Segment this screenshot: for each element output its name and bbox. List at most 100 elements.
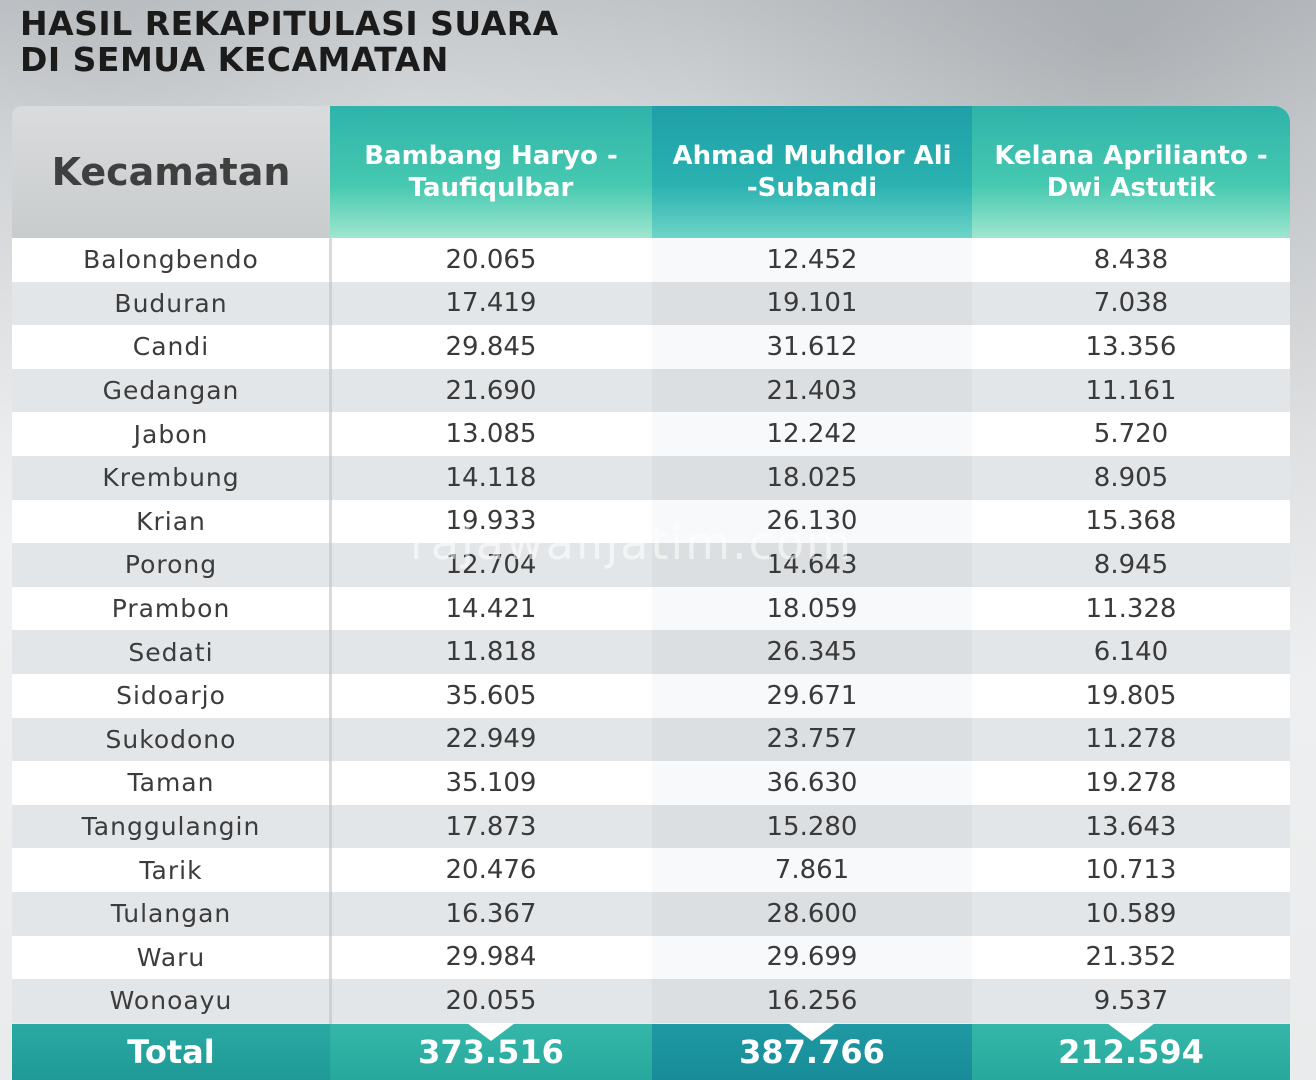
table-row: Candi 29.845 31.612 13.356: [12, 325, 1290, 369]
vote-candidate-2: 29.671: [652, 673, 972, 718]
vote-candidate-3: 8.438: [972, 238, 1290, 282]
kecamatan-name: Waru: [12, 935, 330, 980]
page-title: HASIL REKAPITULASI SUARA DI SEMUA KECAMA…: [20, 6, 559, 78]
total-label: Total: [12, 1024, 330, 1080]
vote-candidate-3: 10.713: [972, 848, 1290, 892]
table-row: Buduran 17.419 19.101 7.038: [12, 281, 1290, 326]
header-kecamatan: Kecamatan: [12, 106, 330, 238]
vote-candidate-2: 16.256: [652, 979, 972, 1023]
vote-candidate-2: 12.242: [652, 412, 972, 456]
vote-candidate-3: 11.278: [972, 717, 1290, 762]
vote-candidate-2: 29.699: [652, 935, 972, 980]
vote-candidate-1: 17.873: [330, 804, 652, 849]
table-row: Sidoarjo 35.605 29.671 19.805: [12, 673, 1290, 718]
kecamatan-name: Sukodono: [12, 717, 330, 762]
vote-candidate-1: 13.085: [330, 412, 652, 456]
notch-shape: [1107, 1023, 1155, 1041]
total-candidate-3: 212.594: [972, 1023, 1290, 1080]
header-candidate-3: Kelana Aprilianto -Dwi Astutik: [972, 106, 1290, 238]
header-candidate-2: Ahmad Muhdlor Ali -Subandi: [652, 106, 972, 238]
table-row: Balongbendo 20.065 12.452 8.438: [12, 238, 1290, 282]
vote-candidate-3: 13.356: [972, 325, 1290, 369]
vote-candidate-1: 29.984: [330, 935, 652, 980]
vote-candidate-3: 21.352: [972, 935, 1290, 980]
vote-candidate-1: 20.065: [330, 238, 652, 282]
table-row: Tulangan 16.367 28.600 10.589: [12, 891, 1290, 936]
vote-candidate-3: 19.805: [972, 673, 1290, 718]
vote-candidate-3: 10.589: [972, 891, 1290, 936]
header-candidate-1: Bambang Haryo -Taufiqulbar: [330, 106, 652, 238]
vote-candidate-1: 14.118: [330, 455, 652, 500]
vote-candidate-2: 26.130: [652, 499, 972, 544]
table-header: Kecamatan Bambang Haryo -Taufiqulbar Ahm…: [12, 106, 1290, 238]
vote-candidate-3: 8.905: [972, 455, 1290, 500]
vote-candidate-1: 12.704: [330, 543, 652, 587]
vote-candidate-1: 21.690: [330, 368, 652, 413]
table-row: Tanggulangin 17.873 15.280 13.643: [12, 804, 1290, 849]
kecamatan-name: Gedangan: [12, 368, 330, 413]
table-row: Jabon 13.085 12.242 5.720: [12, 412, 1290, 456]
vote-candidate-3: 7.038: [972, 281, 1290, 326]
kecamatan-name: Wonoayu: [12, 979, 330, 1023]
vote-candidate-2: 31.612: [652, 325, 972, 369]
table-row: Gedangan 21.690 21.403 11.161: [12, 368, 1290, 413]
table-row: Taman 35.109 36.630 19.278: [12, 761, 1290, 805]
kecamatan-name: Sidoarjo: [12, 673, 330, 718]
kecamatan-name: Porong: [12, 543, 330, 587]
table-row: Sukodono 22.949 23.757 11.278: [12, 717, 1290, 762]
watermark-text: rajawalijatim.com: [410, 516, 853, 570]
vote-candidate-2: 23.757: [652, 717, 972, 762]
vote-candidate-1: 14.421: [330, 586, 652, 631]
vote-candidate-3: 11.161: [972, 368, 1290, 413]
vote-candidate-3: 9.537: [972, 979, 1290, 1023]
kecamatan-name: Taman: [12, 761, 330, 805]
vote-candidate-2: 15.280: [652, 804, 972, 849]
kecamatan-name: Candi: [12, 325, 330, 369]
vote-candidate-1: 11.818: [330, 630, 652, 674]
vote-candidate-2: 18.059: [652, 586, 972, 631]
vote-candidate-2: 19.101: [652, 281, 972, 326]
kecamatan-name: Buduran: [12, 281, 330, 326]
vote-candidate-2: 36.630: [652, 761, 972, 805]
column-divider: [329, 238, 332, 1024]
vote-candidate-3: 11.328: [972, 586, 1290, 631]
vote-candidate-3: 19.278: [972, 761, 1290, 805]
vote-candidate-2: 18.025: [652, 455, 972, 500]
table-row: Prambon 14.421 18.059 11.328: [12, 586, 1290, 631]
vote-candidate-1: 17.419: [330, 281, 652, 326]
title-line-1: HASIL REKAPITULASI SUARA: [20, 4, 559, 43]
vote-candidate-2: 7.861: [652, 848, 972, 892]
kecamatan-name: Balongbendo: [12, 238, 330, 282]
kecamatan-name: Krian: [12, 499, 330, 544]
vote-candidate-1: 22.949: [330, 717, 652, 762]
vote-candidate-3: 5.720: [972, 412, 1290, 456]
table-row: Waru 29.984 29.699 21.352: [12, 935, 1290, 980]
table-row: Krian 19.933 26.130 15.368: [12, 499, 1290, 544]
vote-candidate-1: 35.605: [330, 673, 652, 718]
vote-candidate-1: 20.055: [330, 979, 652, 1023]
vote-candidate-1: 19.933: [330, 499, 652, 544]
vote-candidate-2: 12.452: [652, 238, 972, 282]
vote-candidate-1: 35.109: [330, 761, 652, 805]
kecamatan-name: Jabon: [12, 412, 330, 456]
table-row: Porong 12.704 14.643 8.945: [12, 543, 1290, 587]
table-row: Krembung 14.118 18.025 8.905: [12, 455, 1290, 500]
vote-candidate-2: 21.403: [652, 368, 972, 413]
kecamatan-name: Tanggulangin: [12, 804, 330, 849]
kecamatan-name: Tulangan: [12, 891, 330, 936]
vote-candidate-3: 6.140: [972, 630, 1290, 674]
kecamatan-name: Tarik: [12, 848, 330, 892]
kecamatan-name: Krembung: [12, 455, 330, 500]
total-row: Total 373.516 387.766 212.594: [12, 1023, 1290, 1080]
table-row: Tarik 20.476 7.861 10.713: [12, 848, 1290, 892]
vote-candidate-2: 26.345: [652, 630, 972, 674]
vote-candidate-1: 29.845: [330, 325, 652, 369]
vote-candidate-3: 13.643: [972, 804, 1290, 849]
notch-shape: [467, 1023, 515, 1041]
kecamatan-name: Prambon: [12, 586, 330, 631]
results-table: Kecamatan Bambang Haryo -Taufiqulbar Ahm…: [12, 106, 1290, 1080]
table-body: Balongbendo 20.065 12.452 8.438 Buduran 17.41…: [12, 238, 1290, 1023]
table-row: Sedati 11.818 26.345 6.140: [12, 630, 1290, 674]
vote-candidate-3: 8.945: [972, 543, 1290, 587]
table-row: Wonoayu 20.055 16.256 9.537: [12, 979, 1290, 1023]
